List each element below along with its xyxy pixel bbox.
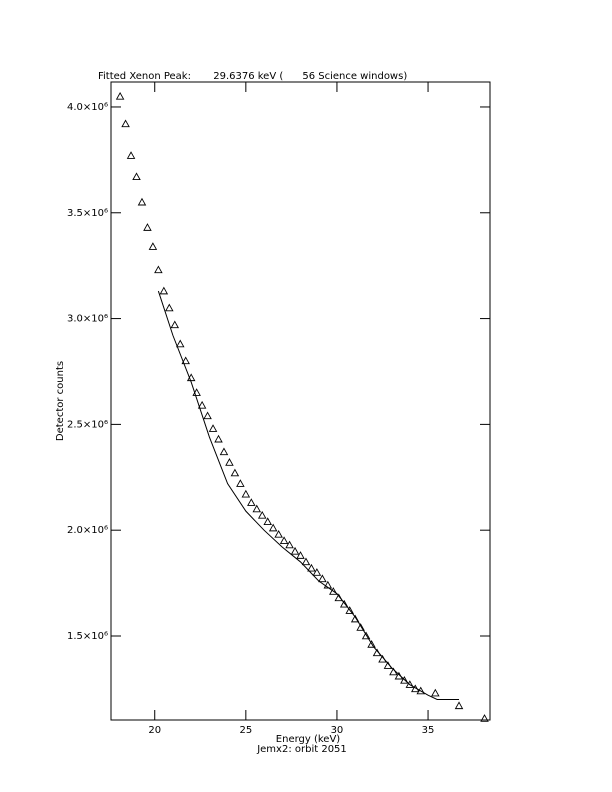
data-point xyxy=(219,447,229,456)
data-point xyxy=(318,574,327,583)
data-point xyxy=(230,468,240,477)
data-point xyxy=(323,580,333,589)
data-point xyxy=(274,529,283,538)
plot-frame xyxy=(110,81,491,721)
data-point xyxy=(416,686,426,695)
data-point xyxy=(137,197,147,206)
data-point xyxy=(197,400,207,409)
data-point xyxy=(290,546,300,555)
data-point xyxy=(247,498,256,506)
data-point xyxy=(252,504,262,513)
data-point xyxy=(121,119,130,128)
data-point xyxy=(257,510,267,519)
chart-title: Fitted Xenon Peak: 29.6376 keV ( 56 Scie… xyxy=(98,71,407,82)
x-axis-label: Energy (keV) xyxy=(276,734,341,745)
data-point xyxy=(170,320,180,329)
data-point xyxy=(268,523,278,532)
data-point xyxy=(148,242,158,250)
data-point xyxy=(454,701,464,710)
data-point xyxy=(225,458,234,466)
x-tick-label: 25 xyxy=(239,725,252,736)
y-tick-label: 3.0×10⁶ xyxy=(67,314,108,325)
y-axis-label: Detector counts xyxy=(55,361,66,441)
data-point xyxy=(339,599,349,608)
data-point xyxy=(126,151,136,159)
y-tick-label: 4.0×10⁶ xyxy=(67,102,108,113)
fit-line xyxy=(157,290,460,700)
data-point xyxy=(480,714,489,722)
data-point xyxy=(312,568,322,576)
data-point xyxy=(279,536,289,545)
data-point xyxy=(285,540,294,549)
data-point xyxy=(181,356,190,365)
data-point xyxy=(263,517,272,525)
data-point xyxy=(175,339,185,348)
subtitle: Jemx2: orbit 2051 xyxy=(256,744,347,755)
data-point xyxy=(400,676,409,684)
data-point xyxy=(405,680,415,688)
y-tick-label: 1.5×10⁶ xyxy=(67,631,108,642)
data-point xyxy=(301,557,311,566)
y-tick-label: 2.0×10⁶ xyxy=(67,525,108,536)
data-point xyxy=(115,91,125,100)
data-point xyxy=(132,172,141,181)
data-point xyxy=(159,286,169,295)
data-point xyxy=(307,563,316,572)
x-tick-label: 30 xyxy=(331,725,344,736)
data-point xyxy=(208,424,218,432)
data-point xyxy=(356,623,365,631)
data-point xyxy=(154,265,163,274)
x-tick-label: 35 xyxy=(422,725,435,736)
data-point xyxy=(143,223,152,231)
data-point xyxy=(165,303,174,312)
data-point xyxy=(203,411,212,420)
data-point xyxy=(329,587,338,595)
data-point xyxy=(236,479,245,487)
data-point xyxy=(241,489,251,498)
data-point xyxy=(367,640,376,648)
data-point xyxy=(296,551,305,559)
y-tick-label: 3.5×10⁶ xyxy=(67,208,108,219)
data-point xyxy=(214,434,223,443)
data-point xyxy=(350,614,360,623)
data-point xyxy=(431,688,440,697)
data-point xyxy=(361,631,371,640)
x-tick-label: 20 xyxy=(148,725,161,736)
data-point xyxy=(345,606,354,614)
y-tick-label: 2.5×10⁶ xyxy=(67,419,108,430)
